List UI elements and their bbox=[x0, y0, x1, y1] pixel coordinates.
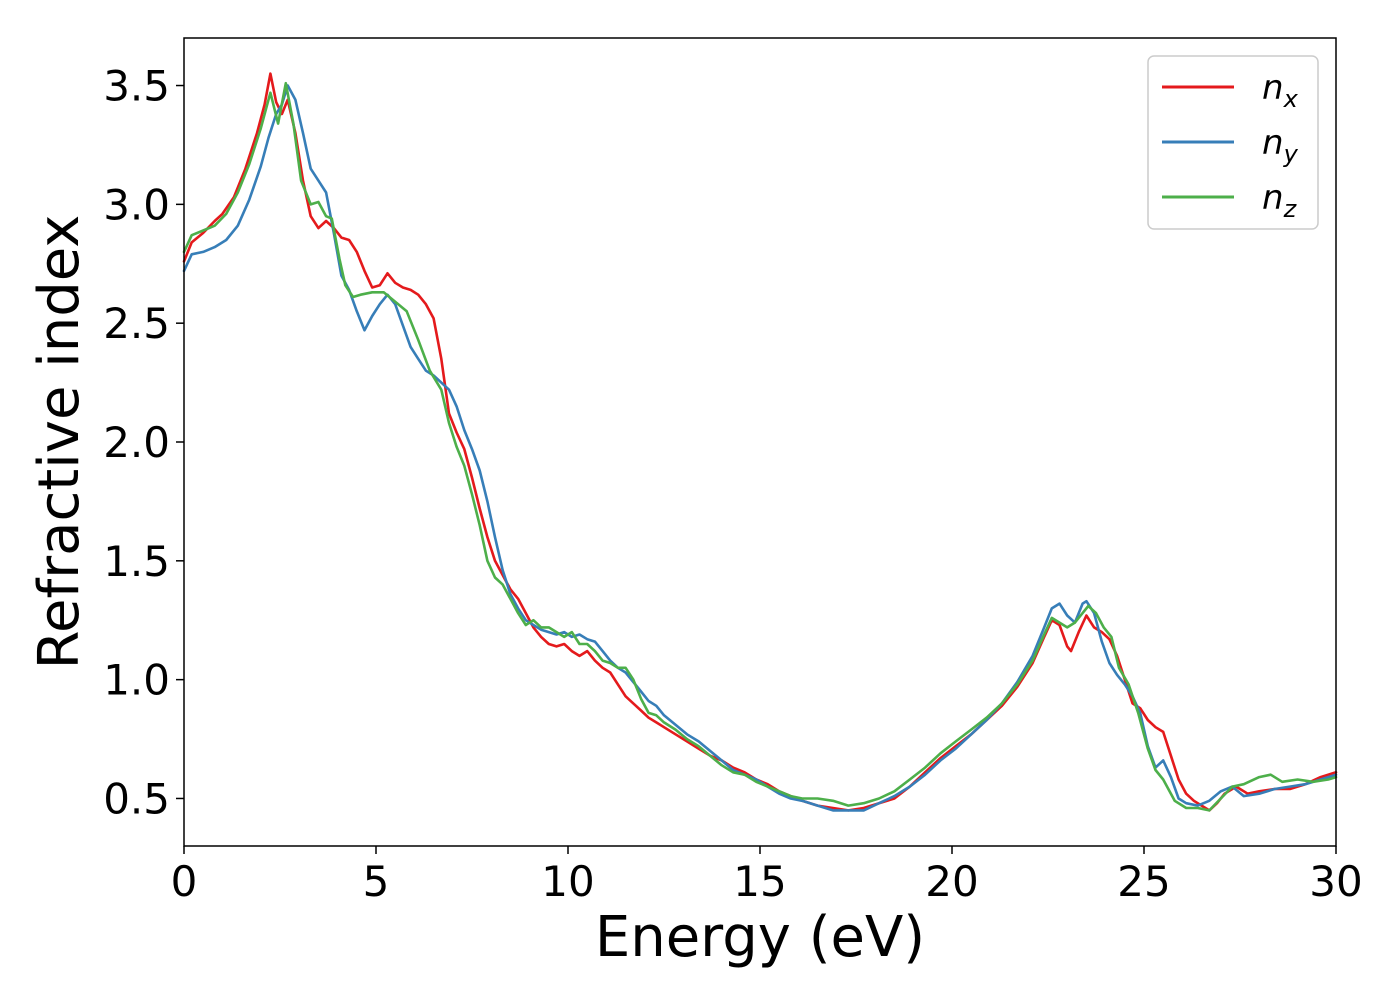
series-layer bbox=[182, 72, 1338, 812]
y-tick-label: 1.0 bbox=[103, 656, 170, 705]
series-line-nx bbox=[182, 72, 1338, 812]
x-tick-label: 15 bbox=[733, 857, 786, 906]
x-axis-ticks: 0 5 10 15 20 25 30 bbox=[171, 846, 1363, 906]
legend-label-main: n bbox=[1262, 178, 1284, 218]
x-axis-title: Energy (eV) bbox=[595, 905, 925, 970]
y-tick-label: 2.0 bbox=[103, 418, 170, 467]
x-tick-label: 30 bbox=[1309, 857, 1362, 906]
legend-label-subscript: y bbox=[1283, 140, 1299, 168]
legend-label-nz: nz bbox=[1262, 178, 1298, 223]
y-tick-label: 3.5 bbox=[103, 62, 170, 111]
y-axis-ticks: 0.5 1.0 1.5 2.0 2.5 3.0 3.5 bbox=[103, 62, 184, 823]
x-tick-label: 0 bbox=[171, 857, 198, 906]
y-tick-label: 1.5 bbox=[103, 537, 170, 586]
legend-label-main: n bbox=[1262, 123, 1284, 163]
legend-label-main: n bbox=[1262, 68, 1284, 108]
legend-label-subscript: x bbox=[1283, 85, 1299, 113]
series-line-nz bbox=[182, 81, 1338, 812]
x-tick-label: 10 bbox=[541, 857, 594, 906]
y-tick-label: 2.5 bbox=[103, 299, 170, 348]
y-tick-label: 3.0 bbox=[103, 180, 170, 229]
x-tick-label: 5 bbox=[363, 857, 390, 906]
legend-label-ny: ny bbox=[1262, 123, 1299, 168]
series-line-ny bbox=[182, 84, 1338, 812]
x-tick-label: 20 bbox=[925, 857, 978, 906]
legend-label-nx: nx bbox=[1262, 68, 1299, 113]
x-tick-label: 25 bbox=[1117, 857, 1170, 906]
legend-label-subscript: z bbox=[1283, 195, 1298, 223]
y-tick-label: 0.5 bbox=[103, 774, 170, 823]
y-axis-title: Refractive index bbox=[27, 215, 92, 670]
